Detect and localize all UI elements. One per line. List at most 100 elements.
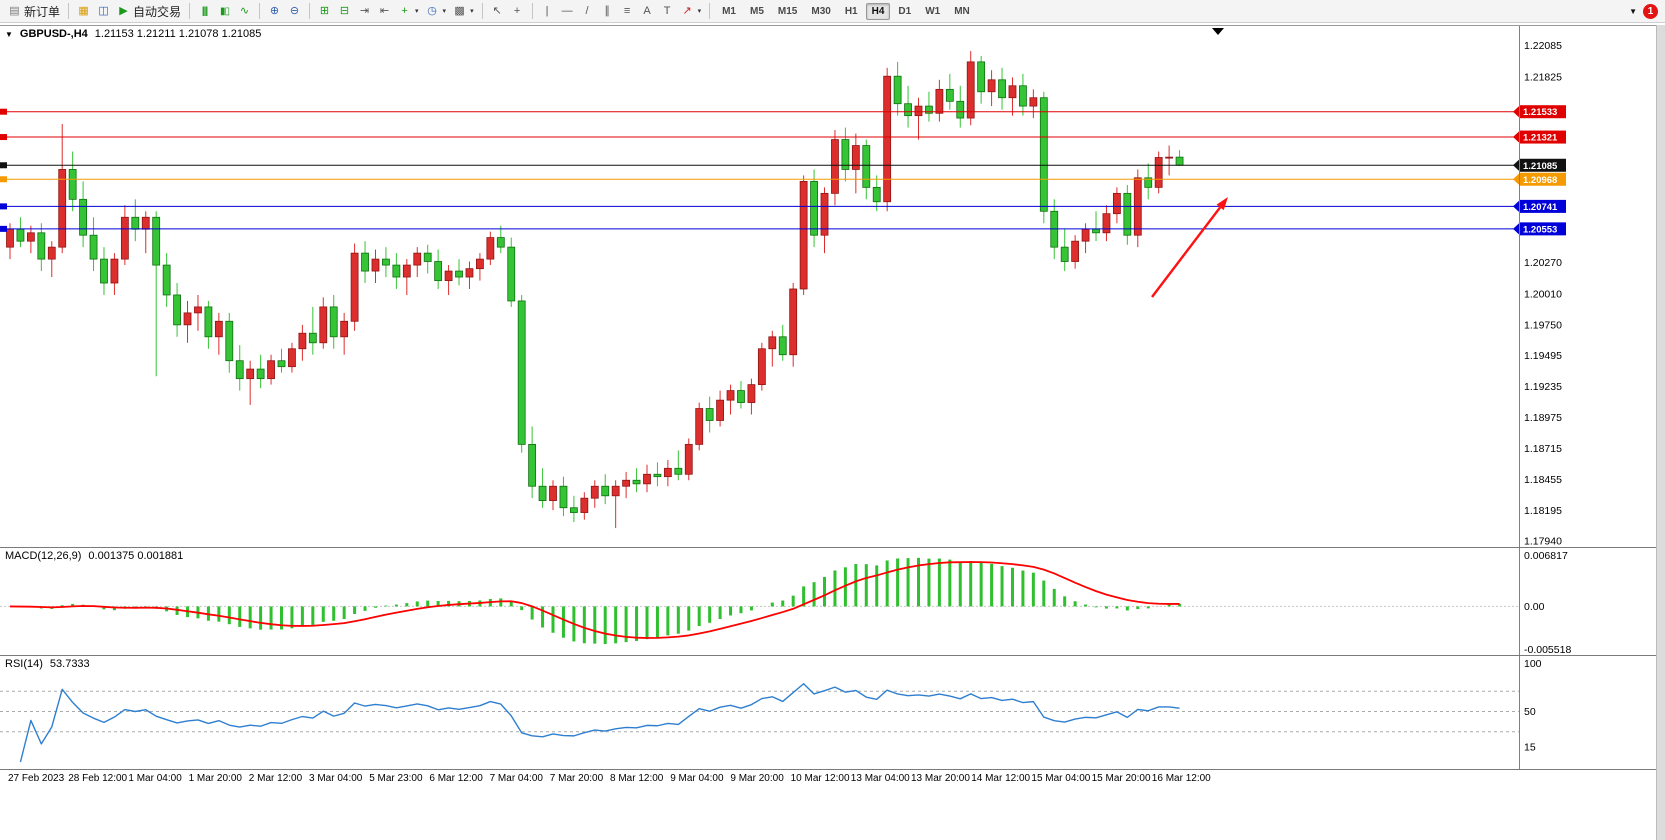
candle-body [945,88,954,102]
candle-body [58,169,67,248]
candle-body [1144,177,1153,188]
candle-body [559,485,568,509]
candle-body [131,216,140,230]
crosshair-tool-button[interactable]: + [508,2,527,21]
text-tool-button[interactable]: A [638,2,657,21]
annotation-arrow-head[interactable] [1216,197,1228,211]
level-left-marker[interactable] [0,162,7,169]
level-left-marker[interactable] [0,225,7,232]
candlestick-mode-button[interactable]: ▮▯ [215,2,234,21]
timeframe-button-mn[interactable]: MN [954,5,970,17]
candle-body [799,181,808,290]
rsi-line [19,683,1180,763]
price-tag-notch [1513,199,1520,213]
new-chart-button[interactable]: ⊞ [315,2,334,21]
notification-badge[interactable]: 1 [1643,3,1658,19]
channel-tool-button[interactable]: ∥ [598,2,617,21]
arrows-tool-button[interactable]: ↗ ▾ [678,2,705,21]
time-axis-label: 10 Mar 12:00 [790,773,850,784]
timeframe-button-h1[interactable]: H1 [844,5,858,17]
svg-text:1.21533: 1.21533 [1523,107,1557,118]
trendline-tool-button[interactable]: / [578,2,597,21]
auto-trading-button[interactable]: ▶ 自动交易 [114,2,184,21]
separator [531,3,533,19]
zoom-out-button[interactable]: ⊖ [285,2,304,21]
candle-body [747,384,756,403]
candle-body [256,368,265,380]
charts-button[interactable]: ▦ [74,2,93,21]
symbol-marker-icon: ▼ [5,30,13,39]
timeframe-button-m1[interactable]: M1 [722,5,736,17]
svg-text:1.20553: 1.20553 [1523,224,1557,235]
candle-body [1154,157,1163,188]
fibonacci-tool-button[interactable]: ≡ [618,2,637,21]
level-left-marker[interactable] [0,108,7,115]
candle-body [319,306,328,344]
chart-window: ▼ GBPUSD-,H4 1.21153 1.21211 1.21078 1.2… [0,25,1657,840]
horizontal-line-tool-button[interactable]: — [558,2,577,21]
timeframe-button-m15[interactable]: M15 [777,5,798,17]
candlestick-icon: ▮▯ [220,5,230,17]
price-tag-notch [1513,130,1520,144]
timeframe-button-h4[interactable]: H4 [865,2,891,20]
scroll-to-end-marker[interactable] [1212,28,1224,35]
svg-text:1.20270: 1.20270 [1524,257,1562,269]
price-chart-canvas[interactable]: 1.21533 1.21321 1.21085 1.20968 1.20741 1.205… [0,26,1657,547]
templates-button[interactable]: ▩ ▾ [450,2,477,21]
candle-body [1008,85,1017,99]
time-axis[interactable]: 27 Feb 2023 28 Feb 12:00 1 Mar 04:00 1 Mar … [0,770,1657,788]
tile-windows-button[interactable]: ⊟ [335,2,354,21]
level-left-marker[interactable] [0,134,7,141]
rsi-panel: RSI(14) 53.7333 100 50 15 [0,656,1657,770]
level-left-marker[interactable] [0,176,7,183]
candle-body [465,268,474,278]
svg-text:1.20741: 1.20741 [1523,202,1558,213]
timeframe-button-d1[interactable]: D1 [898,5,912,17]
macd-panel: MACD(12,26,9) 0.001375 0.001881 0.006817… [0,548,1657,656]
time-axis-label: 28 Feb 12:00 [68,773,128,784]
candle-body [1175,156,1184,166]
auto-scroll-button[interactable]: ⇤ [375,2,394,21]
annotation-arrow[interactable] [1151,206,1222,298]
label-tool-button[interactable]: T [658,2,677,21]
cursor-tool-button[interactable]: ↖ [488,2,507,21]
vertical-line-tool-button[interactable]: | [538,2,557,21]
candle-body [590,485,599,499]
candle-body [716,399,724,421]
svg-text:-0.005518: -0.005518 [1524,644,1571,655]
svg-text:100: 100 [1524,658,1542,670]
candle-body [68,169,77,200]
toolbar-overflow-caret[interactable]: ▼ [1629,6,1637,16]
timeframe-button-w1[interactable]: W1 [925,5,941,17]
timeframe-button-m5[interactable]: M5 [750,5,764,17]
candle-body [549,485,557,501]
level-left-marker[interactable] [0,203,7,210]
svg-text:0.006817: 0.006817 [1524,550,1568,562]
new-order-button[interactable]: ▤ 新订单 [5,2,63,21]
candle-body [517,300,526,445]
bar-chart-mode-button[interactable]: ||| [195,2,214,21]
fibonacci-icon: ≡ [623,4,631,17]
price-tag [1520,105,1566,119]
zoom-in-icon: ⊕ [269,4,280,17]
chart-shift-button[interactable]: ⇥ [355,2,374,21]
data-window-button[interactable]: ◫ [94,2,113,21]
rsi-chart-canvas[interactable]: 100 50 15 [0,656,1657,769]
candle-body [152,216,161,266]
templates-icon: ▩ [454,4,465,17]
tile-windows-icon: ⊟ [339,4,350,17]
window-scrollbar[interactable] [1656,25,1665,840]
zoom-in-button[interactable]: ⊕ [265,2,284,21]
chevron-down-icon: ▾ [470,8,474,15]
time-axis-label: 1 Mar 04:00 [128,773,182,784]
separator [259,3,261,19]
separator [189,3,191,19]
macd-chart-canvas[interactable]: 0.006817 0.00 -0.005518 [0,548,1657,655]
line-chart-mode-button[interactable]: ∿ [235,2,254,21]
indicators-button[interactable]: + ▾ [395,2,422,21]
auto-trading-icon: ▶ [119,4,128,17]
timeframe-button-m30[interactable]: M30 [811,5,831,17]
chevron-down-icon: ▾ [442,8,447,15]
crosshair-icon: + [513,4,521,17]
periods-button[interactable]: ◷ ▾ [423,2,450,21]
